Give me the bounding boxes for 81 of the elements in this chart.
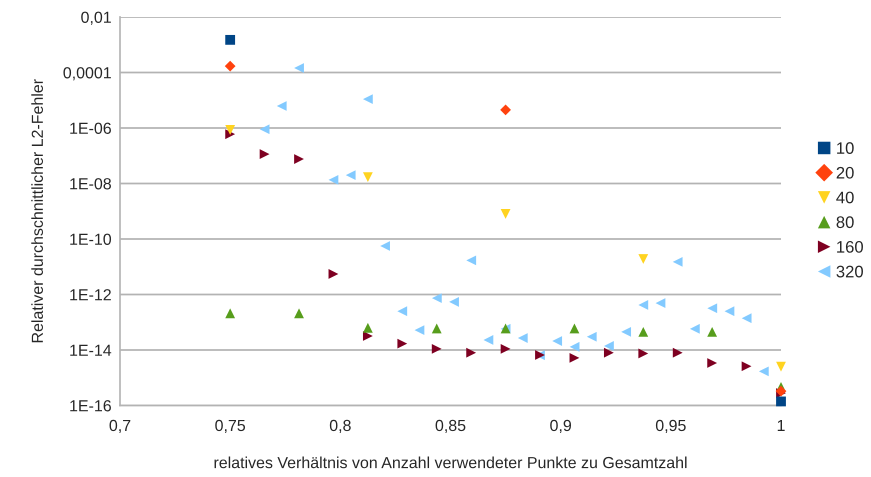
point <box>260 149 270 159</box>
point <box>742 313 752 324</box>
point <box>500 344 510 354</box>
point <box>707 358 718 368</box>
x-tick-label: 0,75 <box>215 420 246 434</box>
point <box>362 94 373 104</box>
y-tick-label: 1E-16 <box>70 400 111 412</box>
point <box>414 325 424 336</box>
point <box>362 331 373 341</box>
x-axis-title: relatives Verhältnis von Anzahl verwendeter Punkte zu Gesamtzahl <box>214 456 686 468</box>
point <box>500 104 511 116</box>
x-tick-label: 0,9 <box>550 420 572 434</box>
point <box>260 124 270 134</box>
point <box>586 332 597 342</box>
point <box>328 174 338 185</box>
point <box>362 172 373 182</box>
point <box>638 348 648 358</box>
point <box>776 386 786 396</box>
point <box>672 256 683 267</box>
legend-label: 10 <box>837 142 854 154</box>
legend-label: 20 <box>836 166 854 179</box>
point <box>742 361 752 372</box>
y-tick-label: 0,01 <box>81 12 111 25</box>
x-tick-label: 0,7 <box>110 420 130 434</box>
point <box>638 326 648 337</box>
point <box>776 362 786 372</box>
point <box>466 255 476 266</box>
y-tick-label: 1E-08 <box>70 178 111 190</box>
y-tick-label: 1E-06 <box>70 122 111 134</box>
point <box>397 338 408 349</box>
point <box>449 297 459 307</box>
point <box>466 348 476 358</box>
legend-label: 160 <box>837 240 863 253</box>
y-tick-label: 1E-10 <box>70 234 112 245</box>
legend-label: 80 <box>836 216 854 228</box>
point <box>638 300 648 310</box>
point <box>380 241 390 251</box>
point <box>570 323 580 334</box>
point <box>294 308 304 318</box>
point <box>518 333 528 343</box>
point <box>362 322 373 333</box>
point <box>570 342 580 352</box>
point <box>570 352 580 363</box>
point <box>724 306 734 316</box>
point <box>294 63 304 73</box>
point <box>225 308 236 318</box>
y-tick-label: 0,0001 <box>63 67 111 80</box>
y-tick-label: 1E-12 <box>70 289 111 300</box>
point <box>225 34 236 45</box>
y-tick-label: 1E-14 <box>70 344 112 356</box>
point <box>552 336 562 346</box>
point <box>758 366 769 376</box>
point <box>707 303 718 314</box>
x-tick-label: 1 <box>778 420 785 431</box>
point <box>638 254 648 264</box>
point <box>672 348 683 358</box>
legend-label: 320 <box>836 266 863 278</box>
point <box>500 209 510 219</box>
point <box>328 269 338 279</box>
point <box>397 306 408 316</box>
point <box>621 326 632 337</box>
legend-label: 40 <box>836 192 854 204</box>
y-axis-title: Relativer durchschnittlicher L2-Fehler <box>31 79 43 342</box>
point <box>432 293 442 304</box>
point <box>776 396 786 406</box>
point <box>276 101 287 111</box>
point <box>604 341 614 351</box>
point <box>294 154 304 164</box>
point <box>656 298 666 308</box>
x-tick-label: 0,85 <box>436 420 466 434</box>
point <box>432 323 442 334</box>
x-tick-label: 0,95 <box>656 420 686 434</box>
point <box>346 170 356 180</box>
point <box>690 324 700 334</box>
point <box>707 326 718 337</box>
x-tick-label: 0,8 <box>330 420 351 434</box>
point <box>604 348 614 358</box>
point <box>483 335 494 345</box>
point <box>224 60 236 72</box>
point <box>432 344 442 354</box>
point <box>225 125 236 135</box>
